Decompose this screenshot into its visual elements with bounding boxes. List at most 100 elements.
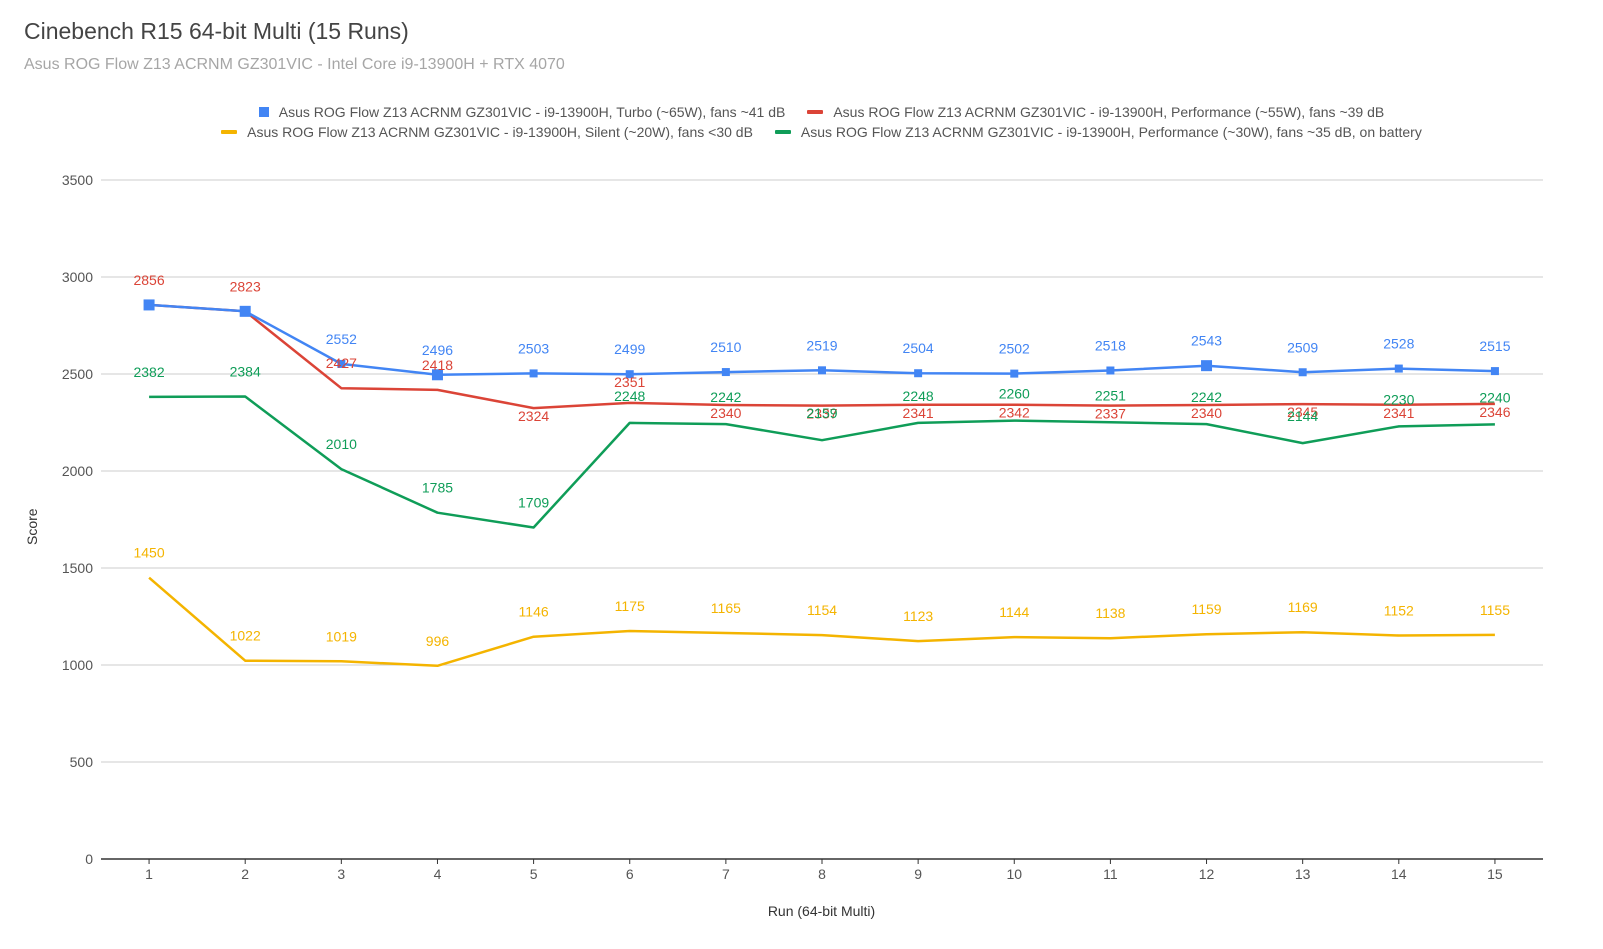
x-tick-label: 9 — [914, 866, 922, 882]
data-label-silent: 996 — [426, 633, 450, 649]
data-label-silent: 1138 — [1095, 605, 1125, 621]
data-label-silent: 1019 — [326, 628, 357, 644]
data-label-silent: 1152 — [1384, 603, 1414, 619]
data-label-turbo: 2528 — [1383, 336, 1414, 352]
y-tick-label: 2500 — [62, 366, 93, 382]
data-point-turbo — [1106, 366, 1115, 375]
data-label-turbo: 2510 — [710, 339, 741, 355]
data-point-turbo — [143, 299, 155, 311]
data-label-performance-55w: 2427 — [326, 355, 357, 371]
y-tick-label: 1000 — [62, 657, 93, 673]
series-line-silent — [148, 576, 1495, 668]
legend-swatch-silent — [221, 130, 238, 134]
data-label-performance-55w: 2324 — [518, 408, 549, 424]
data-point-turbo — [431, 369, 443, 381]
data-label-performance-battery: 2384 — [230, 364, 261, 380]
data-label-performance-battery: 2248 — [903, 388, 934, 404]
data-point-turbo — [1010, 369, 1019, 378]
series-line-performance-55w — [149, 303, 1495, 410]
data-label-turbo: 2504 — [903, 340, 934, 356]
data-label-performance-battery: 2260 — [999, 386, 1030, 402]
x-tick-label: 7 — [722, 866, 730, 882]
x-tick-label: 11 — [1103, 866, 1118, 882]
data-point-turbo — [625, 370, 634, 379]
data-label-performance-55w: 2341 — [1383, 405, 1414, 421]
data-point-turbo — [239, 305, 251, 317]
data-label-performance-55w: 2418 — [422, 357, 453, 373]
data-label-performance-battery: 2159 — [806, 405, 837, 421]
x-tick-label: 10 — [1006, 866, 1022, 882]
data-label-silent: 1154 — [807, 602, 837, 618]
legend-item-silent[interactable]: Asus ROG Flow Z13 ACRNM GZ301VIC - i9-13… — [221, 124, 753, 140]
data-label-performance-55w: 2340 — [710, 405, 741, 421]
legend-swatch-performance-55w — [807, 110, 824, 114]
legend-row-1: Asus ROG Flow Z13 ACRNM GZ301VIC - i9-13… — [20, 104, 1603, 120]
x-axis-title: Run (64-bit Multi) — [767, 903, 876, 919]
x-tick-label: 2 — [241, 866, 249, 882]
data-label-silent: 1123 — [903, 608, 933, 624]
data-point-turbo — [1201, 360, 1213, 372]
data-label-turbo: 2518 — [1095, 338, 1126, 354]
data-label-silent: 1022 — [230, 628, 261, 644]
data-point-turbo — [1394, 364, 1403, 373]
x-tick-label: 13 — [1295, 866, 1311, 882]
x-tick-label: 14 — [1391, 866, 1407, 882]
legend-label-silent: Asus ROG Flow Z13 ACRNM GZ301VIC - i9-13… — [247, 124, 753, 140]
x-tick-label: 8 — [818, 866, 826, 882]
legend-label-performance-battery: Asus ROG Flow Z13 ACRNM GZ301VIC - i9-13… — [800, 124, 1422, 140]
data-label-performance-battery: 1709 — [518, 494, 549, 510]
y-tick-label: 3500 — [62, 172, 93, 188]
y-tick-label: 500 — [70, 754, 94, 770]
data-label-turbo: 2503 — [518, 340, 549, 356]
data-label-performance-battery: 2230 — [1383, 391, 1414, 407]
data-label-silent: 1165 — [711, 600, 741, 616]
legend-swatch-turbo — [258, 107, 269, 117]
data-label-performance-battery: 2251 — [1095, 387, 1126, 403]
data-label-turbo: 2543 — [1191, 333, 1222, 349]
x-tick-label: 12 — [1199, 866, 1215, 882]
data-label-silent: 1146 — [519, 604, 549, 620]
data-label-turbo: 2499 — [614, 341, 645, 357]
legend-item-performance-battery[interactable]: Asus ROG Flow Z13 ACRNM GZ301VIC - i9-13… — [774, 124, 1422, 140]
series-line-performance-battery — [149, 395, 1495, 529]
legend-item-turbo[interactable]: Asus ROG Flow Z13 ACRNM GZ301VIC - i9-13… — [258, 104, 786, 120]
data-label-performance-55w: 2340 — [1191, 405, 1222, 421]
y-tick-label: 0 — [85, 851, 93, 867]
data-point-turbo — [721, 368, 730, 377]
x-tick-label: 15 — [1487, 866, 1503, 882]
data-label-performance-55w: 2856 — [133, 272, 164, 288]
x-tick-label: 1 — [145, 866, 153, 882]
y-tick-label: 3000 — [62, 269, 93, 285]
data-label-silent: 1155 — [1480, 602, 1510, 618]
legend-swatch-performance-battery — [774, 130, 791, 134]
x-tick-label: 3 — [337, 866, 345, 882]
data-label-performance-battery: 2242 — [710, 389, 741, 405]
legend-label-performance-55w: Asus ROG Flow Z13 ACRNM GZ301VIC - i9-13… — [833, 104, 1385, 120]
x-tick-label: 6 — [626, 866, 634, 882]
y-axis-title: Score — [24, 508, 40, 545]
data-label-performance-55w: 2823 — [230, 278, 261, 294]
x-tick-label: 4 — [434, 866, 442, 882]
data-label-performance-battery: 2248 — [614, 388, 645, 404]
data-label-silent: 1175 — [615, 598, 645, 614]
data-point-turbo — [337, 359, 346, 368]
data-label-turbo: 2496 — [422, 342, 453, 358]
data-label-silent: 1159 — [1191, 601, 1221, 617]
data-label-performance-55w: 2351 — [614, 374, 645, 390]
legend-row-2: Asus ROG Flow Z13 ACRNM GZ301VIC - i9-13… — [20, 124, 1603, 140]
data-label-silent: 1169 — [1288, 599, 1318, 615]
legend-item-performance-55w[interactable]: Asus ROG Flow Z13 ACRNM GZ301VIC - i9-13… — [807, 104, 1384, 120]
data-label-turbo: 2509 — [1287, 339, 1318, 355]
chart-title: Cinebench R15 64-bit Multi (15 Runs) — [24, 18, 409, 44]
data-label-performance-battery: 2242 — [1191, 389, 1222, 405]
data-label-turbo: 2502 — [999, 341, 1030, 357]
data-point-turbo — [1298, 368, 1307, 377]
data-point-turbo — [529, 369, 538, 378]
data-label-silent: 1144 — [999, 604, 1029, 620]
data-label-performance-battery: 2240 — [1479, 389, 1510, 405]
y-tick-label: 1500 — [62, 560, 93, 576]
x-tick-label: 5 — [530, 866, 538, 882]
legend-label-turbo: Asus ROG Flow Z13 ACRNM GZ301VIC - i9-13… — [278, 104, 786, 120]
data-label-turbo: 2552 — [326, 331, 357, 347]
